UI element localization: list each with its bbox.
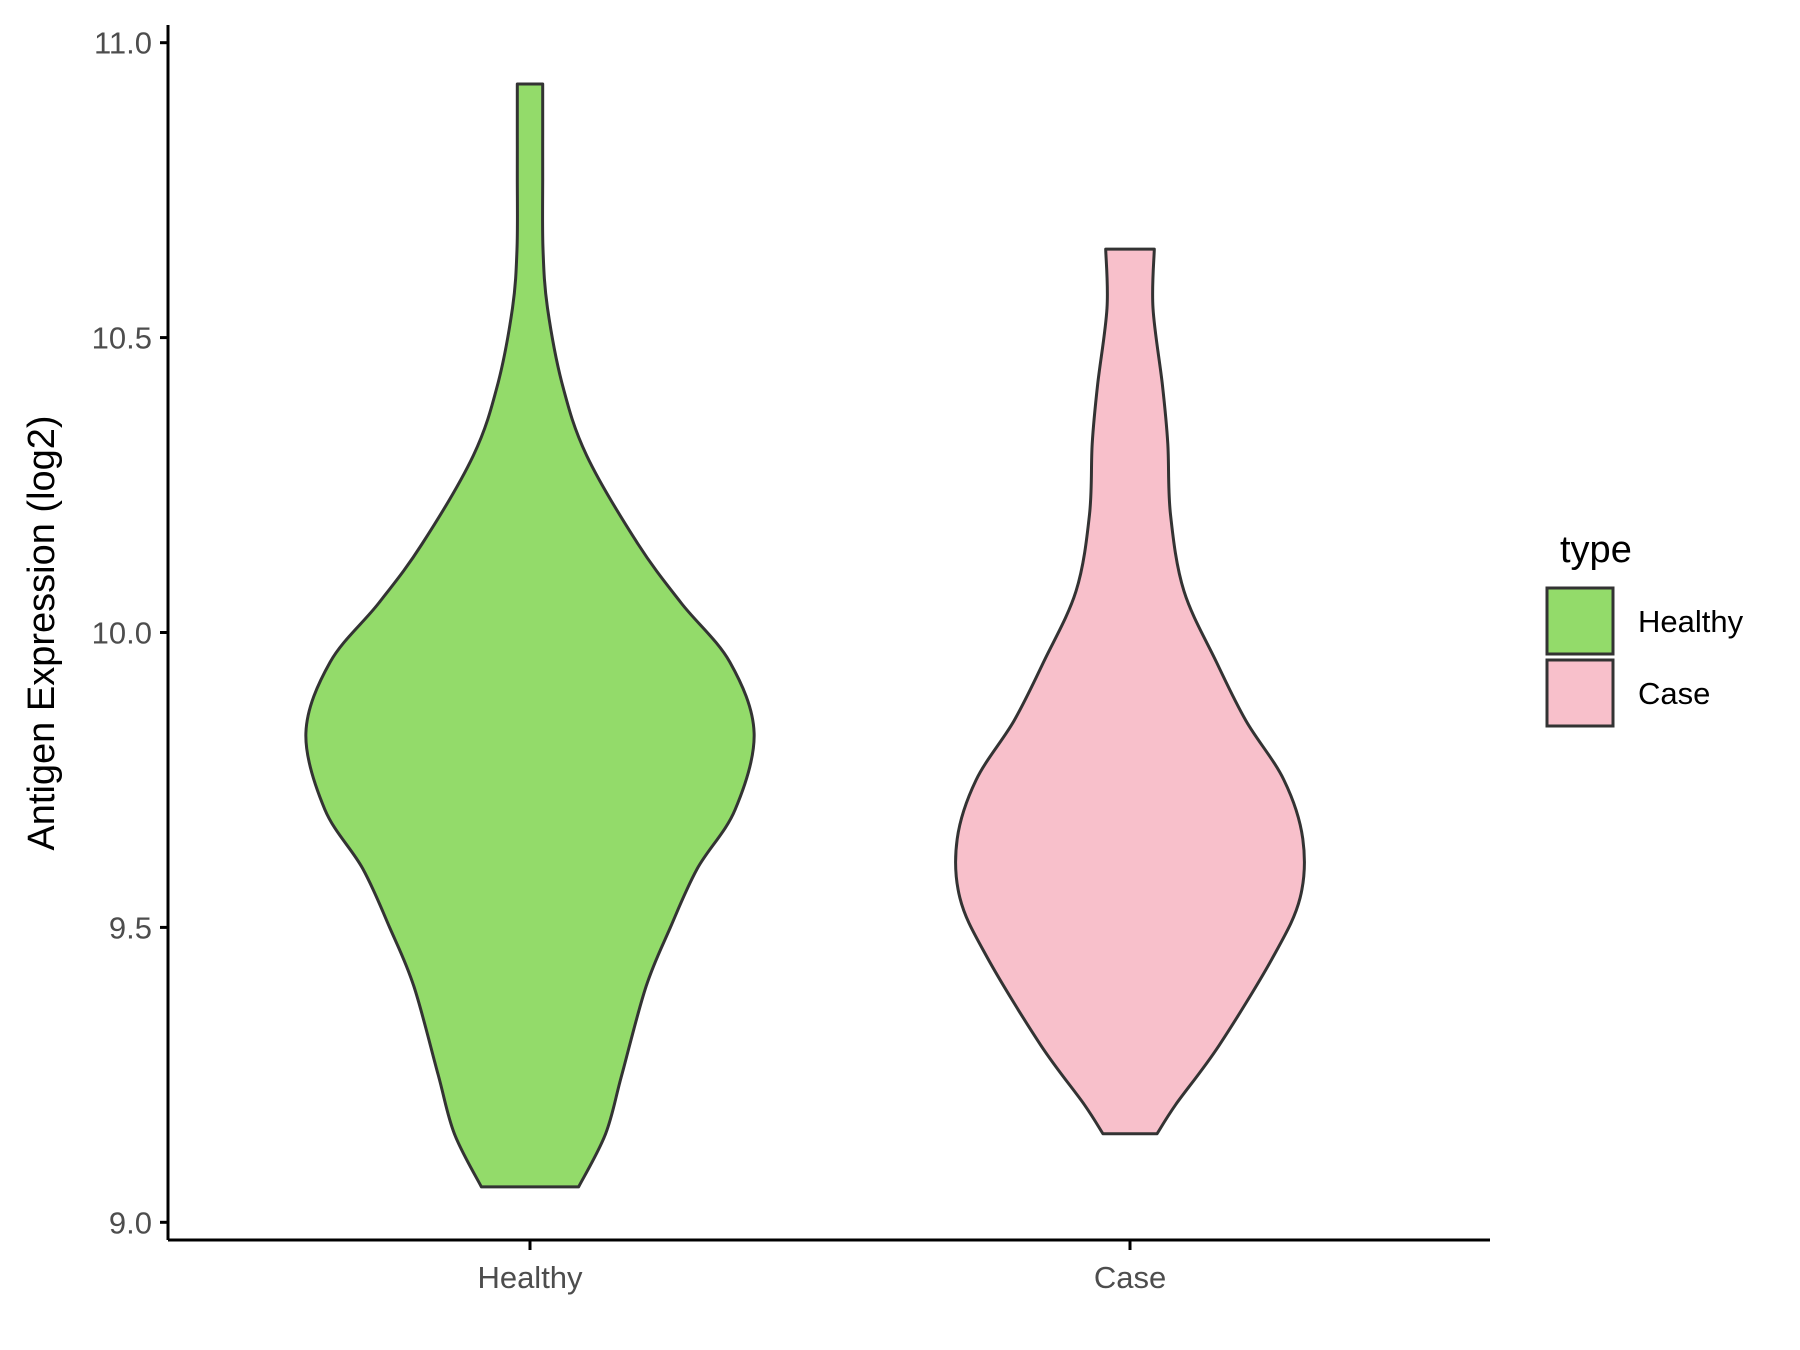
x-tick-label: Healthy: [477, 1260, 583, 1295]
legend-label: Case: [1638, 676, 1710, 711]
legend-key-healthy: [1545, 586, 1615, 656]
violin-case: [954, 247, 1306, 1136]
legend-key-case: [1545, 658, 1615, 728]
legend-label: Healthy: [1638, 604, 1744, 639]
violins-layer: [304, 82, 1306, 1189]
y-tick-label: 10.5: [92, 321, 152, 356]
x-axis-ticks: Healthy Case: [477, 1240, 1166, 1295]
legend: type Healthy Case: [1545, 529, 1744, 728]
legend-title: type: [1560, 529, 1632, 571]
y-axis-ticks: 9.0 9.5 10.0 10.5 11.0: [92, 26, 168, 1240]
x-tick-label: Case: [1094, 1260, 1166, 1295]
y-axis-title: Antigen Expression (log2): [21, 415, 63, 850]
y-tick-label: 10.0: [92, 616, 152, 651]
y-tick-label: 11.0: [94, 26, 152, 61]
violin-healthy: [304, 82, 756, 1189]
y-tick-label: 9.5: [109, 910, 152, 945]
y-tick-label: 9.0: [109, 1205, 152, 1240]
